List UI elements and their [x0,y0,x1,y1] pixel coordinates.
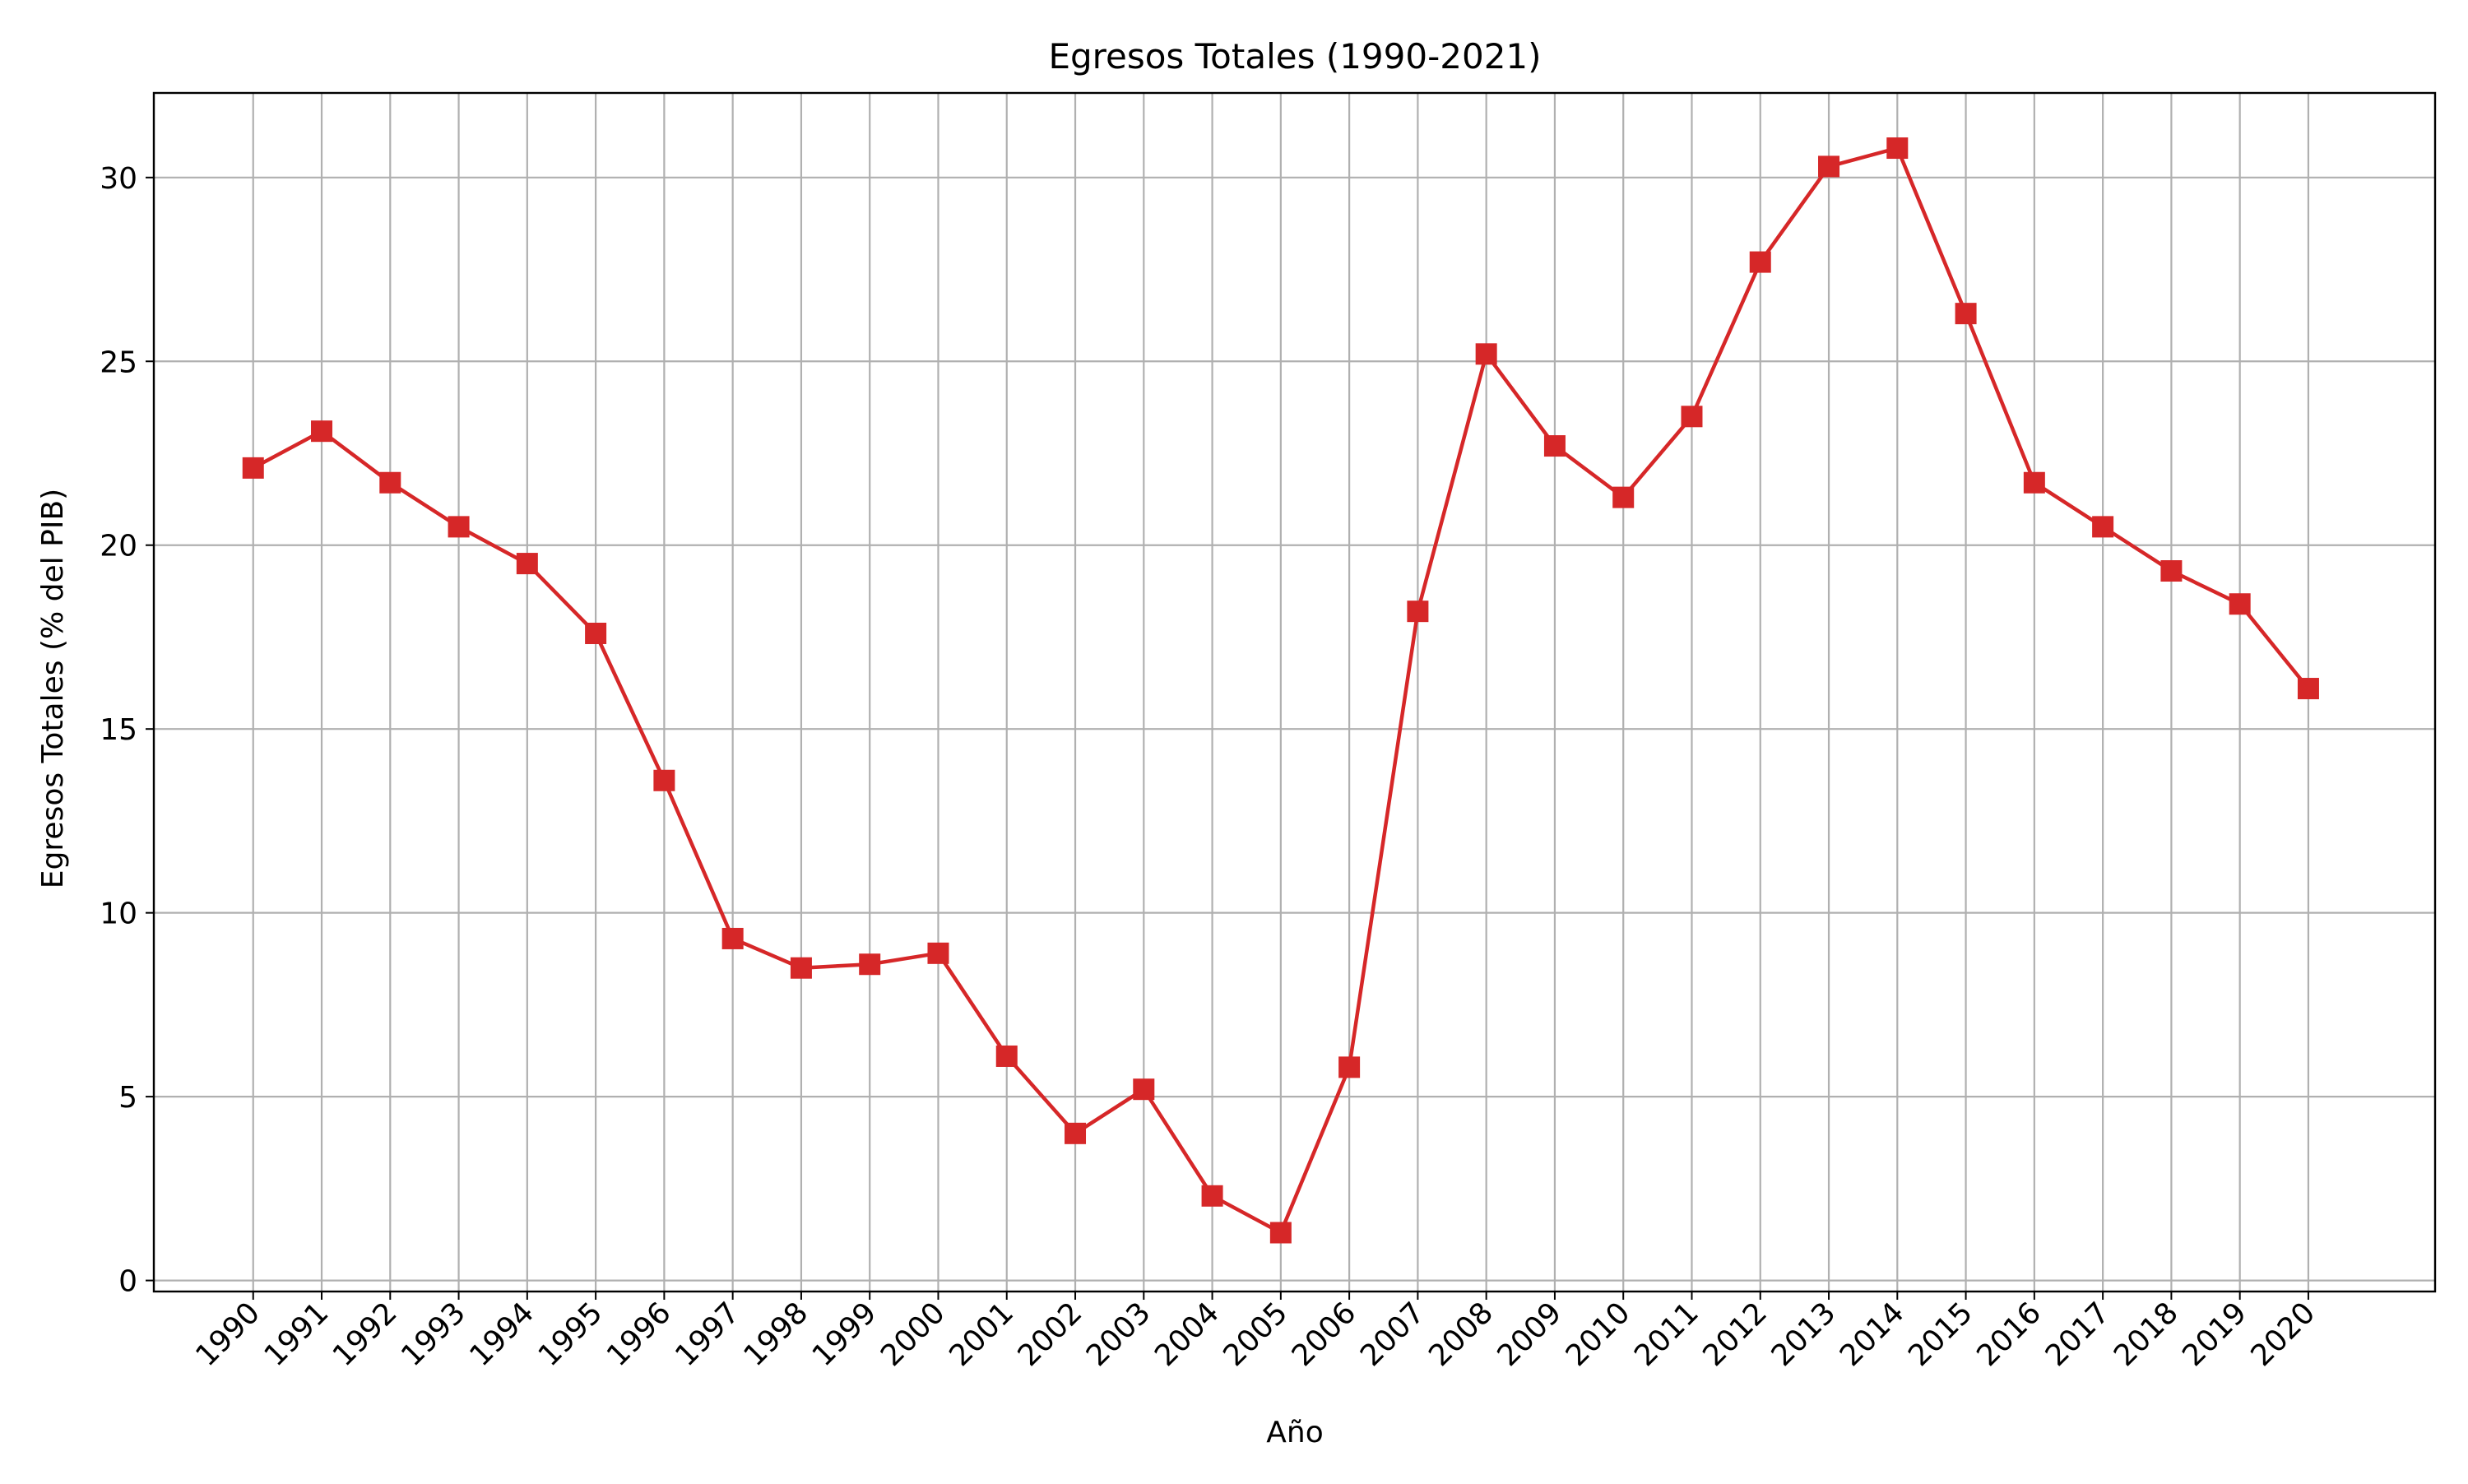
data-point [1749,251,1771,273]
data-point [1475,343,1497,365]
data-point [1612,486,1635,508]
axes [152,91,2437,1293]
data-point [721,927,744,949]
data-point [585,622,607,644]
data-point [1407,601,1429,623]
y-axis-ticks: 0 5 10 15 20 25 30 [100,162,154,1299]
data-point [995,1045,1018,1067]
data-point [2092,516,2114,538]
data-point [2229,593,2251,615]
y-axis-label: Egresos Totales (% del PIB) [36,489,70,888]
data-point [379,471,401,494]
data-point [653,769,675,791]
data-point [927,942,949,964]
data-point [516,553,538,575]
data-point [1681,406,1703,428]
data-point [1338,1056,1361,1078]
y-tick-label: 25 [100,345,137,379]
chart-title: Egresos Totales (1990-2021) [1048,36,1541,77]
y-tick-label: 20 [100,530,137,563]
plot-frame [152,91,2437,1293]
data-series [242,137,2319,1244]
y-tick-label: 10 [100,897,137,931]
y-tick-label: 5 [118,1081,137,1115]
data-point [1065,1122,1087,1144]
data-point [311,420,333,443]
data-point [1955,303,1977,325]
data-point [1269,1222,1292,1244]
y-tick-label: 30 [100,162,137,196]
data-point [1133,1078,1155,1101]
data-point [2023,471,2045,494]
data-point [1543,435,1566,457]
data-point [859,953,881,976]
data-point [242,457,264,479]
y-tick-label: 0 [118,1265,137,1299]
data-point [448,516,470,538]
data-point [1818,155,1840,178]
data-point [1886,137,1909,160]
data-point [2297,678,2319,700]
data-point [790,957,812,979]
data-point [2160,560,2183,582]
data-point [1201,1185,1223,1207]
y-tick-label: 15 [100,713,137,747]
x-axis-label: Año [1266,1416,1323,1449]
